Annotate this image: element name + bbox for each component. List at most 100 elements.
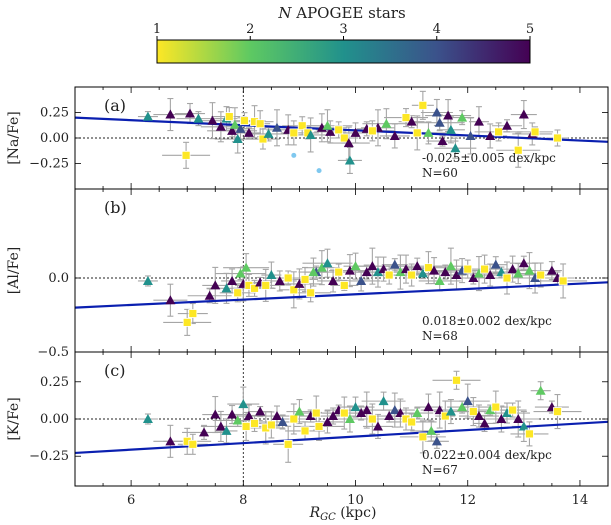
star-count-marker — [221, 425, 232, 435]
colorbar-gradient — [156, 39, 531, 64]
x-tick-label: 14 — [572, 493, 589, 508]
star-count-marker — [384, 411, 395, 421]
y-tick-label: −0.25 — [29, 157, 69, 172]
star-count-marker — [417, 268, 428, 278]
star-count-marker — [344, 155, 355, 165]
single-star-marker — [283, 439, 293, 449]
single-star-marker — [494, 127, 503, 137]
x-tick-label: 10 — [347, 493, 364, 508]
single-star-marker — [513, 145, 523, 155]
single-star-marker — [261, 280, 271, 290]
star-count-marker — [316, 262, 327, 272]
single-star-marker — [339, 408, 349, 418]
star-count-marker — [485, 270, 496, 280]
star-count-marker — [367, 261, 378, 271]
star-count-marker — [322, 120, 333, 130]
star-count-marker — [450, 143, 461, 153]
star-count-marker — [473, 268, 484, 278]
star-count-marker — [344, 265, 355, 275]
star-count-marker — [232, 415, 243, 425]
star-count-marker — [445, 261, 456, 271]
star-count-marker — [221, 283, 232, 293]
colorbar: N APOGEE stars 1 2 3 4 5 — [153, 4, 534, 64]
y-tick-label: 0.00 — [40, 131, 69, 146]
single-star-marker — [412, 128, 422, 138]
colorbar-title: N APOGEE stars — [277, 4, 405, 22]
star-count-marker — [462, 396, 473, 406]
y-tick-label: 0.25 — [40, 106, 69, 121]
panel-label: (a) — [104, 96, 126, 115]
star-count-marker — [325, 126, 336, 136]
single-star-marker — [407, 270, 417, 280]
n-annotation: N=67 — [422, 463, 458, 477]
colorbar-tick-label: 3 — [339, 22, 347, 37]
star-count-marker — [468, 273, 479, 282]
star-count-marker — [165, 295, 176, 305]
single-star-marker — [258, 134, 268, 144]
colorbar-tick-label: 1 — [153, 22, 161, 37]
star-count-marker — [378, 396, 389, 406]
single-star-marker — [300, 275, 310, 284]
single-star-marker — [418, 100, 428, 110]
star-count-marker — [406, 116, 417, 126]
star-count-marker — [389, 405, 400, 415]
star-count-marker — [518, 258, 529, 268]
star-count-marker — [524, 265, 535, 275]
star-count-marker — [227, 125, 238, 135]
star-count-marker — [305, 411, 316, 421]
single-star-marker — [283, 273, 293, 283]
star-count-marker — [235, 123, 246, 133]
gradient-annotation: -0.025±0.005 dex/kpc — [422, 151, 556, 165]
single-star-marker — [468, 407, 478, 416]
star-count-marker — [322, 416, 333, 426]
star-count-marker — [308, 267, 319, 277]
star-count-marker — [361, 267, 372, 277]
single-star-marker — [384, 270, 394, 280]
star-count-marker — [423, 127, 434, 137]
star-count-marker — [457, 112, 468, 122]
single-star-marker — [558, 276, 568, 286]
single-star-marker — [289, 285, 299, 295]
single-star-marker — [241, 422, 251, 431]
single-star-marker — [508, 405, 518, 415]
star-count-marker — [328, 275, 339, 285]
n-annotation: N=68 — [422, 329, 458, 343]
single-star-marker — [334, 267, 344, 277]
star-count-marker — [343, 138, 354, 148]
star-count-marker — [513, 414, 524, 423]
y-tick-label: −0.5 — [37, 345, 69, 360]
star-count-marker — [271, 411, 282, 421]
star-count-marker — [277, 416, 288, 426]
star-count-marker — [193, 113, 204, 123]
star-count-marker — [479, 418, 490, 428]
single-star-marker — [339, 280, 349, 290]
star-count-marker — [238, 399, 249, 409]
star-count-marker — [473, 411, 484, 421]
y-axis-label: [Al/Fe] — [6, 247, 22, 294]
outlier-point — [316, 168, 322, 174]
single-star-marker — [188, 309, 198, 318]
star-count-marker — [210, 280, 221, 290]
star-count-marker — [350, 127, 361, 137]
x-axis-label: RGC (kpc) — [309, 505, 377, 523]
y-tick-label: 0.0 — [48, 271, 69, 286]
star-count-marker — [485, 130, 496, 140]
single-star-marker — [314, 422, 324, 431]
single-star-marker — [407, 417, 417, 427]
star-count-marker — [241, 262, 252, 272]
single-star-marker — [311, 408, 321, 418]
star-count-marker — [429, 265, 440, 275]
colorbar-tick-label: 2 — [246, 22, 254, 37]
single-star-marker — [297, 121, 307, 131]
fit-line — [75, 420, 608, 455]
single-star-marker — [182, 317, 192, 327]
star-count-marker — [142, 275, 153, 285]
single-star-marker — [424, 263, 433, 273]
colorbar-ticks: 1 2 3 4 5 — [153, 22, 534, 40]
fit-line — [75, 281, 608, 309]
single-star-marker — [553, 407, 562, 416]
star-count-marker — [445, 406, 456, 416]
star-count-marker — [451, 270, 462, 280]
star-count-marker — [243, 127, 254, 137]
star-count-marker — [255, 406, 266, 416]
